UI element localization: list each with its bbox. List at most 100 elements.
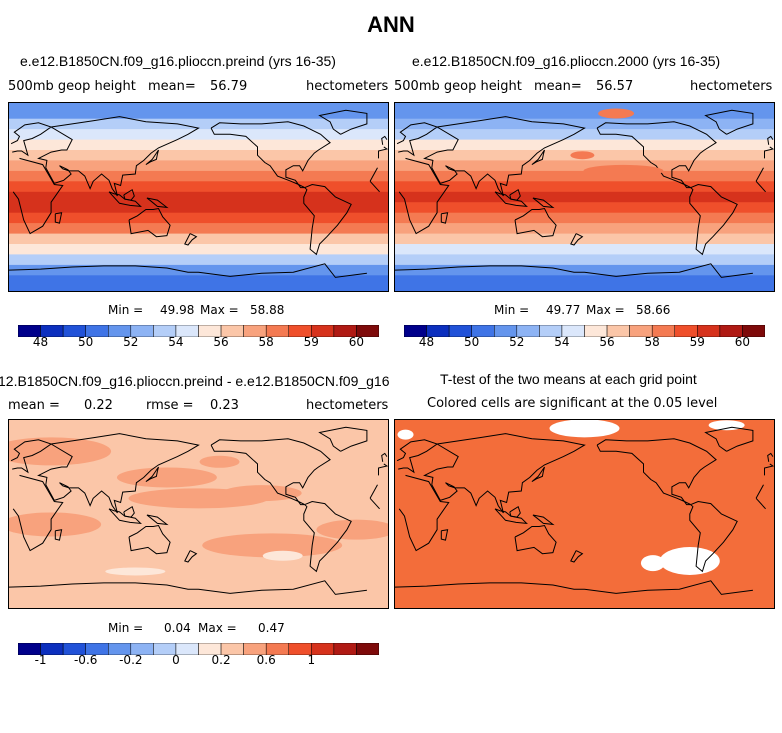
- panel3-units: hectometers: [306, 398, 389, 413]
- p2-coast-0-0: [755, 167, 764, 182]
- figure-title: ANN: [367, 12, 415, 37]
- p1-coast-5-0: [303, 183, 352, 256]
- panel2-colorbar-labels: 48 50 52 54 56 58 59 60: [404, 335, 765, 351]
- p4-nonsig-0: [549, 420, 620, 438]
- panel2-mean-value: 56.57: [596, 79, 634, 94]
- p1-coast-4-0: [210, 121, 331, 189]
- p2-coast-2-0: [423, 116, 586, 197]
- panel3-rmse-label: rmse =: [146, 398, 194, 413]
- p4-coast-2-0: [423, 433, 586, 514]
- panel3-min-label: Min =: [108, 621, 144, 635]
- panel3-colorbar-svg: [17, 642, 380, 656]
- p2-cb-tick-1: 50: [464, 335, 480, 349]
- p3-light-0: [262, 550, 303, 561]
- p3-coast-7-1: [9, 582, 199, 590]
- p2-band-1: [395, 118, 774, 130]
- p3-coast-10-0: [123, 505, 135, 518]
- p2-coast-11-0: [532, 197, 555, 209]
- p2-patch-3: [598, 108, 635, 119]
- p1-coast-14-0: [184, 233, 198, 246]
- p3-coast-6-0: [318, 426, 368, 452]
- p1-band-6: [9, 170, 388, 182]
- p1-band-11: [9, 223, 388, 234]
- p3-coast-7-0: [198, 580, 367, 595]
- panel3-title: e.e12.B1850CN.f09_g16.plioccn.preind - e…: [0, 373, 390, 389]
- p4-coast-10-0: [509, 505, 521, 518]
- p3-cb-tick-4: 0.2: [211, 653, 231, 667]
- p1-cb-tick-5: 58: [258, 335, 274, 349]
- p1-cb-tick-7: 60: [348, 335, 365, 349]
- p4-coast-6-0: [704, 426, 754, 452]
- panel3-colorbar: [17, 642, 380, 656]
- panel2-map: [394, 102, 775, 292]
- p4-coast-11-0: [532, 514, 555, 526]
- panel1-colorbar-svg: [17, 324, 380, 338]
- panel3-min-value: 0.04: [164, 621, 191, 635]
- p3-blob-6: [221, 485, 302, 502]
- p2-band-5: [395, 160, 774, 172]
- panel2-min-value: 49.77: [546, 303, 581, 317]
- panel1-min-value: 49.98: [160, 303, 195, 317]
- p4-coast-4-0: [596, 438, 717, 506]
- p1-cb-tick-1: 50: [78, 335, 94, 349]
- panel3-colorbar-labels: -1 -0.6 -0.2 0 0.2 0.6 1: [18, 653, 379, 669]
- p1-coast-7-0: [198, 263, 367, 278]
- p4-nonsig-4: [640, 555, 665, 572]
- panel3-mean-value: 0.22: [84, 398, 113, 413]
- p1-coast-0-2: [369, 180, 380, 193]
- p3-blob-4: [202, 533, 343, 558]
- p4-coast-5-0: [689, 500, 738, 573]
- p4-coast-13-2: [767, 452, 774, 462]
- p1-coast-7-1: [9, 265, 199, 273]
- p2-coast-12-0: [440, 212, 449, 224]
- p3-cb-tick-5: 0.6: [256, 653, 276, 667]
- p1-band-14: [9, 254, 388, 266]
- panel2-mean-label: mean=: [534, 79, 582, 94]
- panel1-mean-label: mean=: [148, 79, 196, 94]
- p1-band-2: [9, 129, 388, 140]
- p2-band-2: [395, 129, 774, 140]
- p2-band-8: [395, 191, 774, 203]
- p2-coast-13-2: [767, 135, 774, 145]
- p2-band-15: [395, 264, 774, 276]
- p1-band-4: [9, 150, 388, 161]
- p1-band-3: [9, 139, 388, 151]
- p2-coast-1-0: [764, 146, 774, 159]
- p1-coast-13-2: [381, 135, 388, 145]
- p1-band-0: [9, 103, 388, 120]
- panel1-colorbar-labels: 48 50 52 54 56 58 59 60: [18, 335, 379, 351]
- p3-cb-tick-0: -1: [34, 653, 47, 667]
- panel3-map-svg: [9, 420, 388, 608]
- p1-coast-12-0: [54, 212, 63, 224]
- p3-coast-1-0: [378, 463, 388, 476]
- p4-coast-8-0: [531, 466, 545, 483]
- p2-band-14: [395, 254, 774, 266]
- panel2-min-label: Min =: [494, 303, 530, 317]
- p2-coast-3-0: [514, 207, 557, 238]
- panel2-field-label: 500mb geop height: [394, 79, 522, 94]
- panel1-map: [8, 102, 389, 292]
- p3-coast-9-0: [108, 508, 142, 525]
- p1-coast-0-0: [369, 167, 378, 182]
- p3-coast-2-0: [37, 433, 200, 514]
- p2-patch-2: [583, 164, 664, 177]
- p2-band-3: [395, 139, 774, 151]
- p4-nonsig-3: [659, 547, 720, 575]
- panel1-units: hectometers: [306, 79, 389, 94]
- p4-coast-1-0: [764, 463, 774, 476]
- p2-coast-7-1: [395, 265, 585, 273]
- p1-coast-8-0: [145, 149, 159, 166]
- p4-coast-7-1: [395, 582, 585, 590]
- panel1-field-label: 500mb geop height: [8, 79, 136, 94]
- p1-band-15: [9, 264, 388, 276]
- p1-band-8: [9, 191, 388, 203]
- p1-coast-9-0: [108, 191, 142, 208]
- panel2-colorbar-svg: [403, 324, 766, 338]
- p3-coast-14-0: [184, 550, 198, 563]
- panel2-max-label: Max =: [586, 303, 625, 317]
- panel1-title: e.e12.B1850CN.f09_g16.plioccn.preind (yr…: [20, 53, 336, 69]
- p4-coast-1-1: [396, 439, 439, 474]
- p1-cb-tick-6: 59: [303, 335, 319, 349]
- p1-coast-0-1: [12, 157, 64, 235]
- panel1-map-svg: [9, 103, 388, 291]
